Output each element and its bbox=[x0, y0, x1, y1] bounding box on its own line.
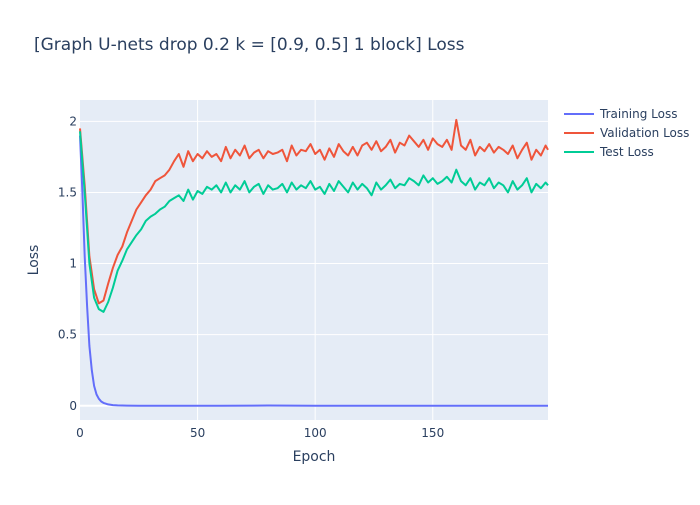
test-loss-line bbox=[79, 131, 549, 313]
x-tick-label: 50 bbox=[190, 426, 205, 440]
legend-label: Training Loss bbox=[599, 107, 677, 121]
x-tick-label: 100 bbox=[304, 426, 327, 440]
plot-area bbox=[80, 100, 548, 420]
x-axis-title: Epoch bbox=[293, 449, 336, 465]
legend-item-training-loss[interactable]: Training Loss bbox=[564, 107, 677, 121]
axes: 0 50 100 150 0 0.5 1 1.5 2 bbox=[58, 114, 444, 440]
legend-item-test-loss[interactable]: Test Loss bbox=[564, 145, 654, 159]
x-tick-label: 150 bbox=[421, 426, 444, 440]
chart-title: [Graph U-nets drop 0.2 k = [0.9, 0.5] 1 … bbox=[34, 35, 465, 55]
legend-label: Test Loss bbox=[599, 145, 654, 159]
legend-label: Validation Loss bbox=[600, 126, 689, 140]
y-tick-label: 1 bbox=[69, 257, 77, 271]
x-tick-label: 0 bbox=[76, 426, 84, 440]
series-lines bbox=[79, 118, 549, 407]
y-axis-title: Loss bbox=[26, 245, 42, 276]
y-tick-label: 1.5 bbox=[58, 185, 77, 199]
validation-loss-line bbox=[79, 118, 549, 305]
legend[interactable]: Training Loss Validation Loss Test Loss bbox=[564, 107, 689, 159]
training-loss-line bbox=[79, 135, 548, 407]
legend-item-validation-loss[interactable]: Validation Loss bbox=[564, 126, 689, 140]
y-tick-label: 2 bbox=[69, 114, 77, 128]
y-tick-label: 0 bbox=[69, 399, 77, 413]
y-tick-label: 0.5 bbox=[58, 328, 77, 342]
